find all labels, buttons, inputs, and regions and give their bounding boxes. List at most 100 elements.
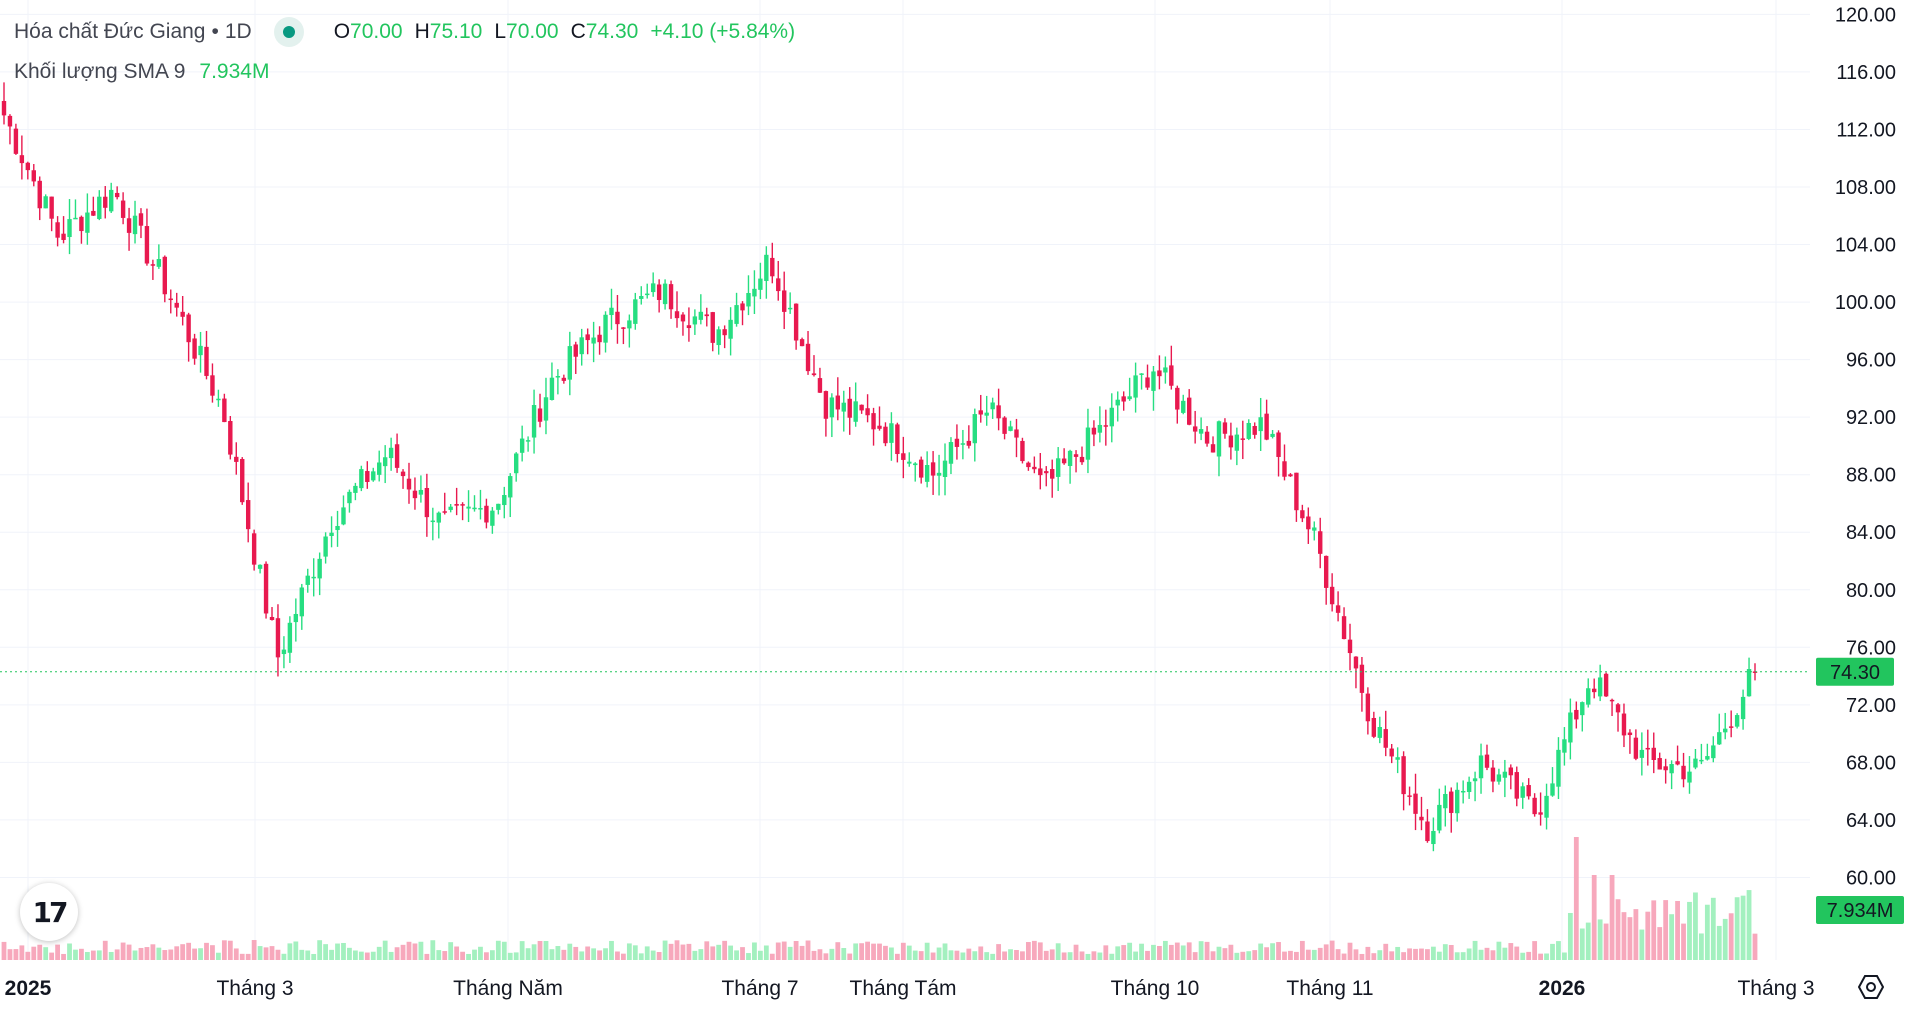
candle-body xyxy=(132,215,138,235)
volume-bar xyxy=(1186,942,1192,960)
candle-body xyxy=(120,200,126,218)
candle-body xyxy=(567,346,572,380)
candle-body xyxy=(1633,737,1639,759)
market-status-icon[interactable] xyxy=(273,17,304,47)
candle-body xyxy=(460,504,465,506)
volume-bar xyxy=(585,946,591,960)
volume-bar xyxy=(1139,943,1144,960)
volume-bar xyxy=(918,951,924,960)
volume-bar xyxy=(1103,945,1109,960)
candle-body xyxy=(1073,454,1079,457)
volume-bar xyxy=(1734,897,1740,960)
candle-body xyxy=(1449,791,1454,813)
volume-bar xyxy=(1067,952,1073,960)
volume-bar xyxy=(763,945,769,960)
candle-body xyxy=(990,402,995,410)
chart-legend: Hóa chất Đức Giang • 1D O70.00 H75.10 L7… xyxy=(14,16,795,88)
candle-body xyxy=(1347,639,1353,654)
candle-body xyxy=(829,397,835,418)
candle-body xyxy=(377,462,382,475)
price-tick-label: 120.00 xyxy=(1835,4,1896,26)
candle-body xyxy=(877,425,882,429)
volume-bar xyxy=(579,951,585,960)
price-tick-label: 84.00 xyxy=(1846,522,1896,544)
volume-bar xyxy=(1550,943,1555,960)
volume-indicator-label[interactable]: Khối lượng SMA 9 xyxy=(14,60,186,83)
chart-settings-gear-icon[interactable] xyxy=(1856,972,1886,1002)
volume-bar xyxy=(549,949,555,960)
candle-body xyxy=(156,259,162,267)
candle-body xyxy=(913,463,918,466)
volume-bar xyxy=(1704,904,1710,960)
volume-indicator-value: 7.934M xyxy=(199,60,270,83)
candle-body xyxy=(823,391,829,419)
candle-body xyxy=(323,536,328,557)
volume-bar xyxy=(889,947,894,960)
candle-body xyxy=(347,491,352,504)
candle-body xyxy=(1717,732,1722,745)
volume-bar xyxy=(1204,941,1210,960)
volume-bar xyxy=(1395,946,1401,960)
volume-bar xyxy=(90,950,96,960)
volume-bar xyxy=(656,952,662,960)
candle-body xyxy=(668,284,674,310)
candle-body xyxy=(978,410,983,415)
candle-body xyxy=(936,472,942,476)
candle-body xyxy=(1544,795,1549,818)
volume-bar xyxy=(186,942,192,960)
candle-body xyxy=(561,377,567,381)
candle-body xyxy=(1079,456,1085,463)
candle-body xyxy=(430,520,436,523)
volume-bar xyxy=(352,950,358,960)
candle-body xyxy=(329,532,334,536)
volume-bar xyxy=(281,953,287,960)
volume-bar xyxy=(43,947,49,960)
time-tick-label: 2026 xyxy=(1539,977,1586,1000)
volume-bar xyxy=(1,941,7,960)
volume-tag: 7.934M xyxy=(1827,900,1894,922)
candle-body xyxy=(353,485,358,493)
candle-body xyxy=(1615,704,1621,713)
volume-bar xyxy=(1097,952,1103,960)
candle-body xyxy=(73,217,78,220)
volume-bar xyxy=(1359,953,1365,960)
volume-bar xyxy=(567,943,573,960)
candle-body xyxy=(138,213,144,226)
candle-body xyxy=(174,302,179,308)
volume-bar xyxy=(263,947,269,960)
candle-body xyxy=(746,293,751,307)
candle-body xyxy=(1609,699,1615,702)
volume-bar xyxy=(1466,948,1472,960)
candle-body xyxy=(835,395,841,410)
volume-bar xyxy=(210,945,215,960)
candle-body xyxy=(1723,728,1728,733)
volume-bar xyxy=(853,943,859,960)
price-overlay: 74.30 7.934M xyxy=(0,657,1904,924)
candle-body xyxy=(597,334,602,343)
volume-bar xyxy=(245,953,251,960)
interval-label[interactable]: 1D xyxy=(224,20,252,43)
volume-bar xyxy=(835,942,841,960)
volume-bar xyxy=(1698,933,1704,960)
volume-bars xyxy=(1,837,1758,960)
candle-body xyxy=(591,337,596,344)
volume-bar xyxy=(347,947,352,960)
volume-bar xyxy=(1573,837,1579,960)
candle-body xyxy=(633,299,638,324)
close-label: C xyxy=(570,20,586,43)
candle-body xyxy=(448,506,453,510)
symbol-name[interactable]: Hóa chất Đức Giang xyxy=(14,20,206,43)
volume-bar xyxy=(984,952,990,960)
volume-bar xyxy=(412,943,418,960)
candle-body xyxy=(1657,758,1662,770)
price-tick-label: 88.00 xyxy=(1846,465,1896,487)
candle-body xyxy=(1300,510,1305,519)
volume-bar xyxy=(1728,913,1734,960)
volume-bar xyxy=(466,953,471,960)
tradingview-logo-icon[interactable]: 17 xyxy=(20,883,78,941)
candle-body xyxy=(1002,417,1007,434)
candle-body xyxy=(1532,797,1537,815)
volume-bar xyxy=(1276,942,1281,960)
candle-body xyxy=(1050,469,1055,479)
